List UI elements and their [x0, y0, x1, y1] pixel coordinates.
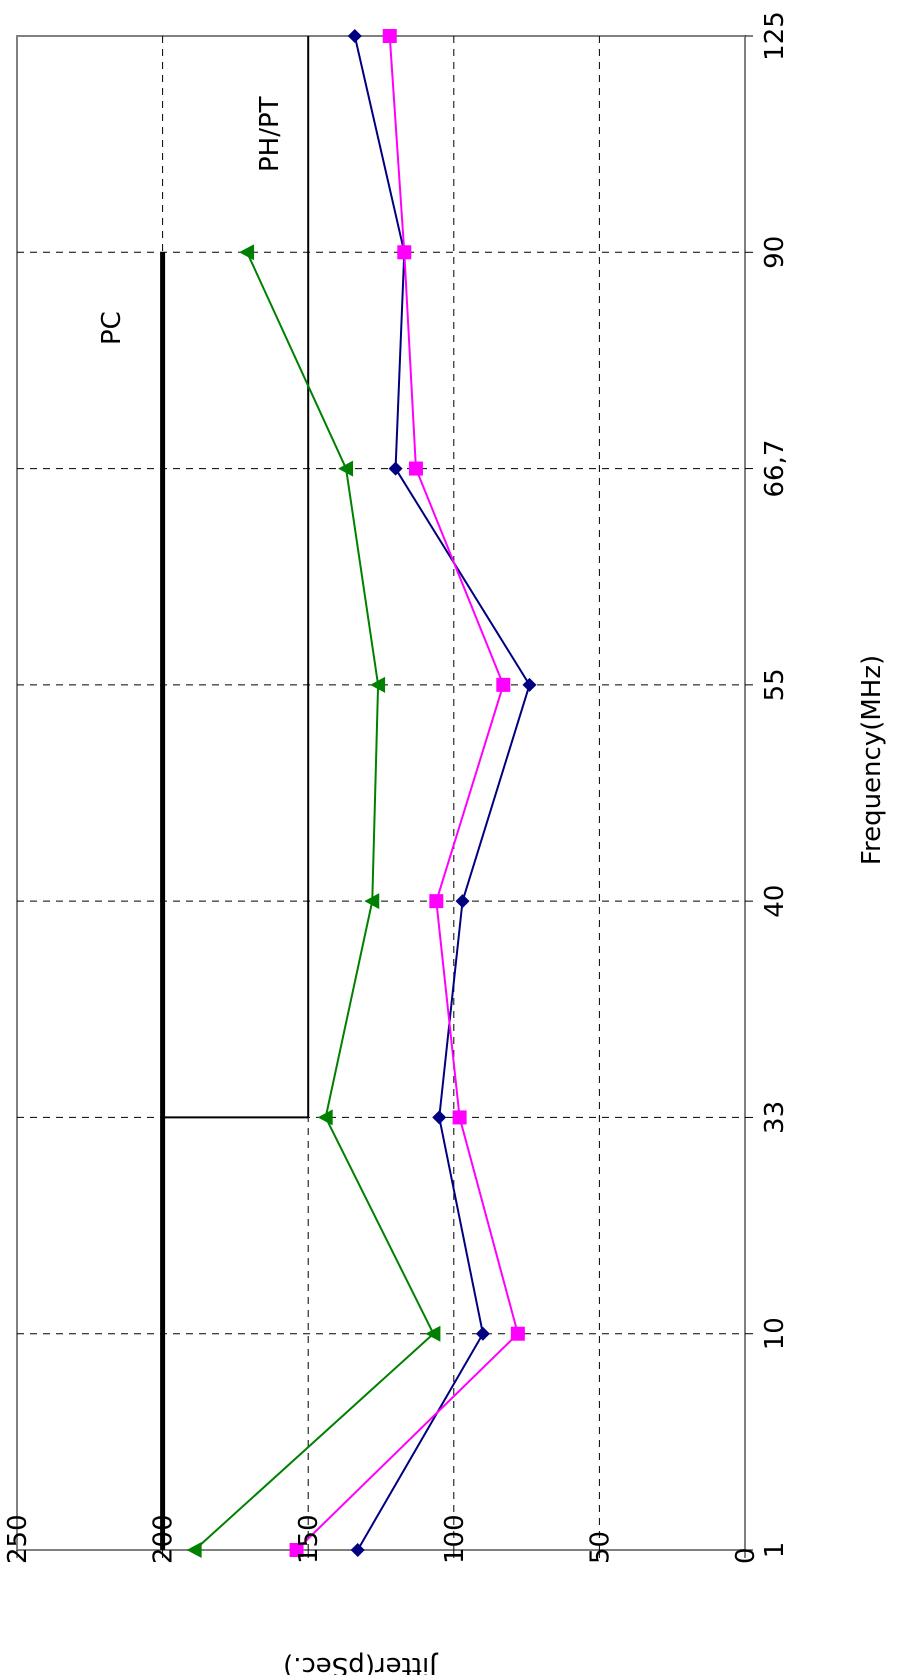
diamond-point — [432, 1110, 447, 1125]
square-point — [408, 461, 423, 476]
x-tick-label: 40 — [760, 885, 790, 918]
square-point — [452, 1110, 467, 1125]
tick-labels: 0 50 100 150 200 250 1 10 33 40 55 66,7 90 125 — [3, 11, 790, 1564]
triangle-point — [317, 1109, 333, 1126]
x-tick-label: 10 — [760, 1317, 790, 1350]
diamond-point — [347, 29, 362, 43]
ph-pt-limit-label: PH/PT — [255, 96, 285, 172]
y-tick-label: 150 — [294, 1514, 324, 1564]
x-tick-label: 90 — [760, 236, 790, 269]
x-tick-label: 55 — [760, 668, 790, 701]
square-point — [496, 677, 511, 692]
reference-lines — [160, 36, 310, 1550]
x-tick-label: 33 — [760, 1101, 790, 1134]
square-point — [510, 1326, 525, 1341]
triangle-point — [370, 676, 386, 693]
square-point — [289, 1543, 304, 1557]
x-tick-label: 125 — [760, 11, 790, 61]
x-tick-label: 1 — [760, 1542, 790, 1559]
square-point — [382, 29, 397, 43]
triangle-point — [186, 1542, 202, 1558]
y-tick-label: 0 — [731, 1547, 761, 1564]
square-point — [429, 894, 444, 909]
plot-area — [16, 35, 746, 1551]
diamond-point — [388, 461, 403, 476]
y-tick-label: 50 — [585, 1531, 615, 1564]
pc-limit-label: PC — [97, 311, 127, 345]
triangle-point — [338, 460, 354, 477]
diamond-point — [522, 677, 537, 692]
square-point — [397, 245, 412, 260]
diamond-point — [350, 1543, 365, 1557]
triangle-point — [364, 893, 380, 910]
markers — [186, 29, 537, 1558]
y-tick-label: 100 — [440, 1514, 470, 1564]
triangle-point — [425, 1325, 441, 1342]
diamond-point — [475, 1326, 490, 1341]
diamond-point — [455, 894, 470, 909]
x-axis-title: Frequency(MHz) — [857, 655, 887, 865]
series-1-line — [353, 35, 531, 1551]
triangle-point — [239, 244, 255, 261]
y-axis-title: Jitter(pSec.) — [283, 1651, 439, 1675]
y-tick-label: 250 — [3, 1514, 33, 1564]
series-2-line — [295, 35, 519, 1551]
x-tick-label: 66,7 — [760, 440, 790, 498]
y-tick-label: 200 — [149, 1514, 179, 1564]
